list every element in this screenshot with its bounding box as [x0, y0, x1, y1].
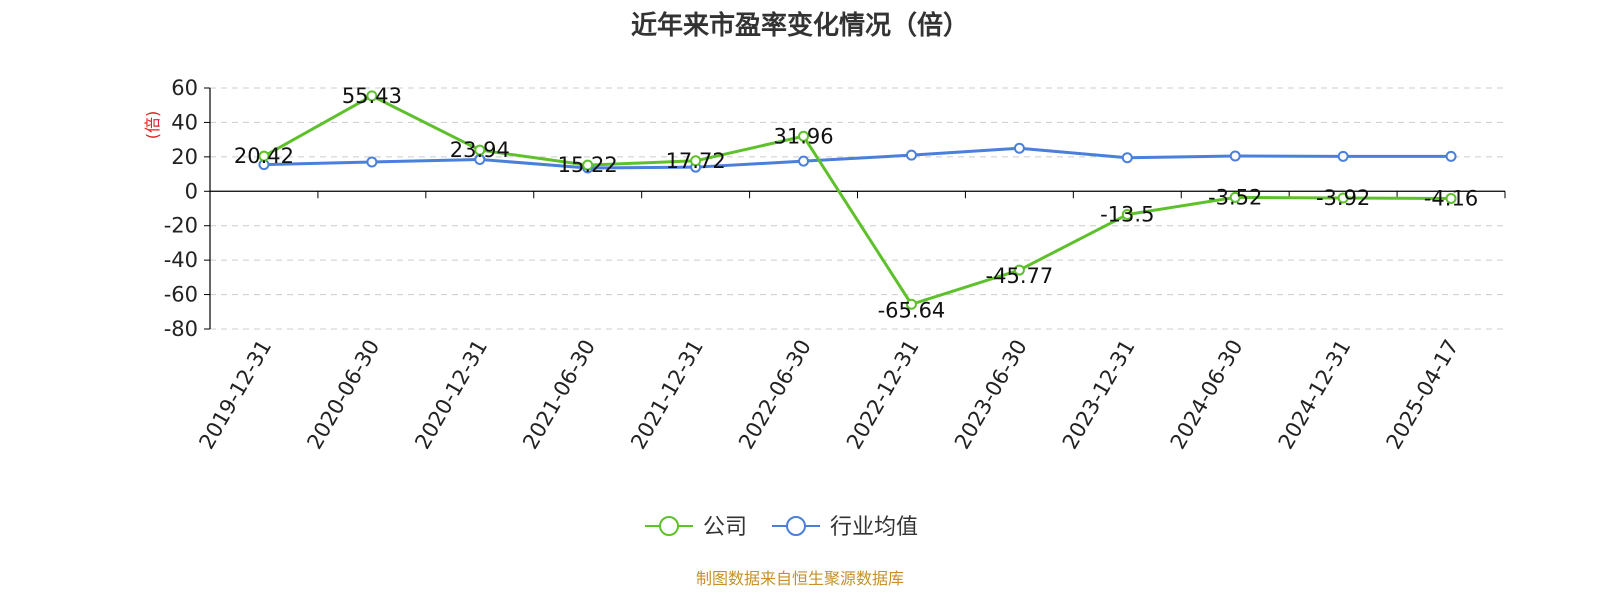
data-point [690, 155, 702, 167]
data-point [582, 159, 594, 171]
y-tick-label: -40 [164, 248, 198, 272]
legend[interactable]: 公司 行业均值 [645, 515, 918, 540]
data-point [258, 150, 270, 162]
data-point [1337, 192, 1349, 204]
x-tick-label: 2021-12-31 [626, 336, 708, 454]
source-note: 制图数据来自恒生聚源数据库 [696, 569, 904, 588]
data-label: 55.43 [342, 84, 402, 108]
x-tick-label: 2022-12-31 [842, 335, 924, 453]
data-point [1445, 150, 1457, 162]
y-tick-label: 60 [171, 76, 198, 100]
data-point [474, 144, 486, 156]
x-tick-label: 2020-06-30 [302, 336, 384, 454]
data-point [1013, 264, 1025, 276]
data-point [1445, 192, 1457, 204]
data-label: -3.52 [1208, 185, 1262, 209]
data-label: 23.94 [450, 138, 510, 162]
data-point [905, 298, 917, 310]
chart-title: 近年来市盈率变化情况（倍） [631, 10, 969, 41]
series-line-1 [263, 146, 1452, 170]
data-point [1013, 142, 1025, 154]
x-tick-label: 2022-06-30 [734, 336, 816, 454]
x-tick-label: 2023-06-30 [950, 336, 1032, 454]
data-label: 20.42 [234, 144, 294, 168]
legend-marker [786, 516, 806, 536]
data-point [798, 130, 810, 142]
data-label: -4.16 [1424, 186, 1478, 210]
y-tick-labels: 60 40 20 0 -20 -40 -60 -80 [164, 76, 198, 341]
y-tick-label: -20 [164, 214, 198, 238]
y-axis-label: (倍) [143, 111, 162, 140]
data-label: 15.22 [558, 153, 618, 177]
x-tick-label: 2023-12-31 [1058, 336, 1140, 454]
x-tick-label: 2021-06-30 [518, 336, 600, 454]
data-label: -65.64 [878, 298, 946, 322]
data-point [1337, 150, 1349, 162]
x-tick-labels: 2019-12-31 2020-06-30 2020-12-31 2021-06-30… [194, 335, 1463, 453]
data-label: 17.72 [666, 149, 726, 173]
data-point [1229, 150, 1241, 162]
y-tick-label: -60 [164, 283, 198, 307]
grid-lines [210, 87, 1505, 330]
data-point [1229, 191, 1241, 203]
data-label: 31.96 [773, 124, 833, 148]
x-tick-label: 2024-12-31 [1274, 336, 1356, 454]
x-tick-label: 2020-12-31 [410, 335, 492, 453]
y-tick-label: -80 [164, 317, 198, 341]
data-point [905, 149, 917, 161]
data-point [1121, 152, 1133, 164]
data-label: -3.92 [1316, 186, 1370, 210]
series-points [258, 90, 1457, 310]
y-tick-label: 0 [185, 179, 198, 203]
data-label: -13.5 [1100, 203, 1154, 227]
series-line-0 [263, 94, 1452, 306]
y-tick-label: 40 [171, 110, 198, 134]
x-tick-label: 2024-06-30 [1166, 336, 1248, 454]
series-lines [263, 94, 1452, 306]
data-point [366, 90, 378, 102]
data-point [1121, 209, 1133, 221]
data-labels: 20.42 55.43 23.94 15.22 17.72 31.96 -65.64 -45.… [234, 84, 1478, 322]
y-tick-label: 20 [171, 145, 198, 169]
x-tick-label: 2019-12-31 [194, 336, 276, 454]
x-tick-label: 2025-04-17 [1382, 336, 1464, 454]
legend-marker [659, 516, 679, 536]
data-label: -45.77 [986, 264, 1054, 288]
data-point [366, 156, 378, 168]
legend-label: 公司 [703, 515, 747, 540]
legend-label: 行业均值 [830, 515, 918, 540]
data-point [798, 155, 810, 167]
axes [204, 87, 1506, 330]
